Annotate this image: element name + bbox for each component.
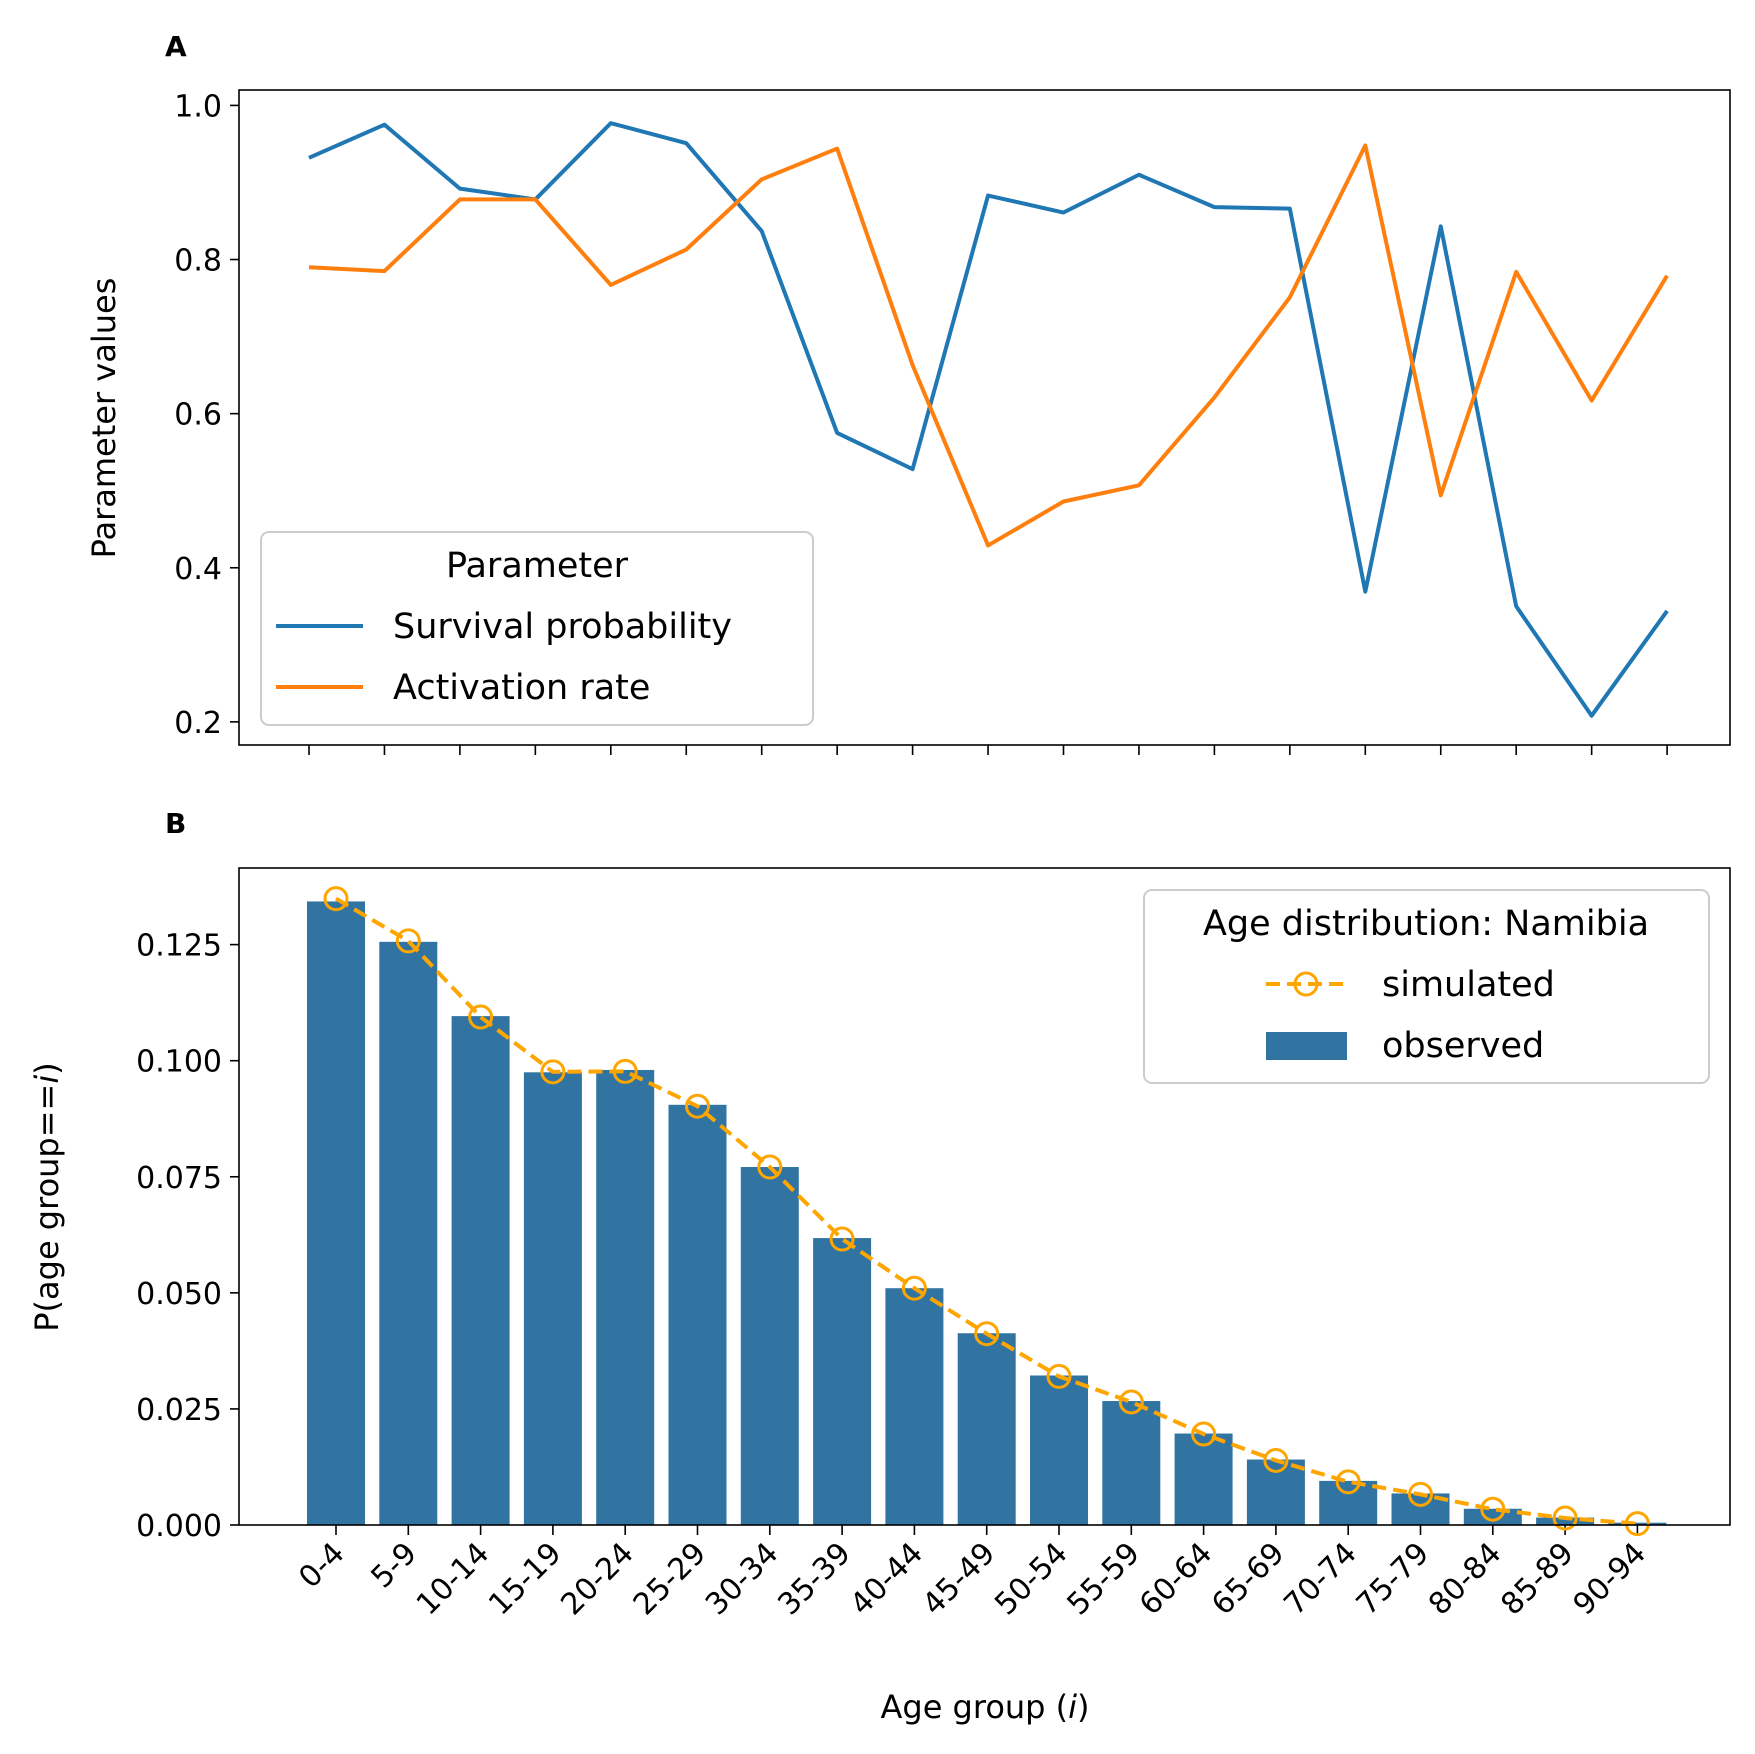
panel-a-legend-box <box>260 531 814 726</box>
panel-b-xtick-label: 20-24 <box>554 1536 640 1622</box>
bar-observed <box>885 1288 944 1525</box>
point-simulated <box>1624 1511 1650 1537</box>
legend-label-observed: observed <box>1382 1026 1544 1066</box>
panel-b-xlabel: Age group (i) <box>880 1688 1089 1726</box>
panel-b-ytick-label: 0.000 <box>136 1509 222 1544</box>
point-simulated <box>685 1093 710 1119</box>
panel-b-xtick-label: 55-59 <box>1061 1536 1147 1622</box>
panel-b-xtick-label: 80-84 <box>1422 1536 1508 1622</box>
panel-b-xtick-label: 10-14 <box>410 1536 496 1622</box>
panel-b-ytick-label: 0.100 <box>136 1045 222 1080</box>
panel-a-letter: A <box>165 30 187 63</box>
panel-b-xtick-label: 50-54 <box>988 1536 1074 1622</box>
panel-a-legend-title: Parameter <box>446 546 629 586</box>
point-simulated <box>612 1058 638 1084</box>
panel-b-ylabel: P(age group==i) <box>28 1062 66 1332</box>
point-simulated <box>1118 1389 1144 1415</box>
panel-a-lines <box>308 121 1669 718</box>
panel-b-ytick-label: 0.050 <box>136 1277 222 1312</box>
bar-observed <box>596 1069 655 1525</box>
bar-observed <box>307 901 365 1525</box>
point-simulated <box>395 928 421 954</box>
bar-observed <box>1536 1517 1595 1525</box>
point-simulated <box>1263 1447 1289 1473</box>
point-simulated <box>1046 1363 1072 1389</box>
panel-b-xtick-label: 0-4 <box>292 1536 351 1595</box>
panel-b-frame <box>238 867 1731 1526</box>
panel-b-legend: Age distribution: Namibia simulated obse… <box>1143 889 1710 1084</box>
point-simulated <box>1480 1496 1506 1522</box>
point-simulated <box>829 1226 855 1252</box>
point-simulated <box>1408 1481 1433 1507</box>
bar-observed <box>813 1238 872 1525</box>
point-simulated <box>901 1275 927 1301</box>
point-simulated <box>468 1004 494 1030</box>
legend-label-activation: Activation rate <box>393 668 650 708</box>
panel-b-xtick-label: 45-49 <box>916 1536 1002 1622</box>
bar-observed <box>379 941 438 1525</box>
bar-observed <box>1608 1522 1667 1525</box>
panel-b: B 0.000 0.025 0.050 0.075 0.100 0.125 0-4 5-910… <box>28 807 1731 1726</box>
panel-b-xtick-label: 40-44 <box>844 1536 930 1622</box>
panel-a: A 0.2 0.4 0.6 0.8 1.0 Parameter values Param… <box>85 30 1731 755</box>
point-simulated <box>757 1154 783 1180</box>
panel-b-ytick-label: 0.125 <box>136 929 222 964</box>
panel-a-ytick-label: 0.4 <box>174 552 222 587</box>
bar-observed <box>1102 1401 1161 1525</box>
panel-b-ytick-label: 0.075 <box>136 1161 222 1196</box>
bar-observed <box>957 1333 1016 1525</box>
bar-observed <box>668 1104 727 1525</box>
panel-b-xtick-label: 30-34 <box>699 1536 785 1622</box>
bar-observed <box>1246 1459 1305 1525</box>
point-simulated <box>974 1321 1000 1347</box>
panel-b-xtick-label: 35-39 <box>771 1536 857 1622</box>
bar-observed <box>1030 1375 1088 1525</box>
legend-marker-simulated <box>1293 971 1319 997</box>
panel-b-letter: B <box>165 807 186 840</box>
panel-b-xtick-label: 85-89 <box>1494 1536 1580 1622</box>
panel-b-bars <box>307 901 1667 1525</box>
point-simulated <box>323 886 349 912</box>
panel-a-ytick-label: 0.2 <box>174 706 222 741</box>
series-line-activation <box>308 143 1669 548</box>
panel-a-ylabel: Parameter values <box>85 278 123 559</box>
bar-observed <box>1319 1480 1378 1525</box>
panel-b-xtick-label: 5-9 <box>365 1536 424 1595</box>
panel-b-xtick-label: 90-94 <box>1567 1536 1653 1622</box>
panel-a-legend: Parameter Survival probability Activatio… <box>260 531 814 726</box>
panel-b-simulated <box>323 886 1650 1537</box>
panel-a-ytick-label: 1.0 <box>174 89 222 124</box>
panel-a-ticks: 0.2 0.4 0.6 0.8 1.0 <box>174 89 1668 755</box>
point-simulated <box>1191 1421 1217 1447</box>
panel-b-legend-title: Age distribution: Namibia <box>1203 904 1649 944</box>
bar-observed <box>740 1167 799 1525</box>
panel-b-xtick-label: 75-79 <box>1350 1536 1436 1622</box>
panel-a-ytick-label: 0.6 <box>174 398 222 433</box>
point-simulated <box>1552 1505 1578 1531</box>
legend-label-simulated: simulated <box>1382 965 1555 1005</box>
bar-observed <box>1174 1433 1233 1525</box>
panel-b-xtick-label: 15-19 <box>482 1536 568 1622</box>
panel-b-xtick-label: 25-29 <box>627 1536 713 1622</box>
legend-swatch-observed <box>1266 1032 1347 1060</box>
point-simulated <box>540 1059 566 1085</box>
bar-observed <box>523 1072 582 1525</box>
bar-observed <box>451 1016 510 1525</box>
legend-label-survival: Survival probability <box>393 607 732 647</box>
point-simulated <box>1335 1469 1361 1495</box>
panel-a-ytick-label: 0.8 <box>174 244 222 279</box>
panel-b-xtick-label: 70-74 <box>1277 1536 1363 1622</box>
panel-a-frame <box>238 89 1731 746</box>
panel-b-xtick-label: 65-69 <box>1205 1536 1291 1622</box>
panel-b-xtick-label: 60-64 <box>1133 1536 1219 1622</box>
series-line-simulated <box>334 896 1638 1526</box>
panel-b-ytick-label: 0.025 <box>136 1393 222 1428</box>
bar-observed <box>1463 1508 1522 1525</box>
